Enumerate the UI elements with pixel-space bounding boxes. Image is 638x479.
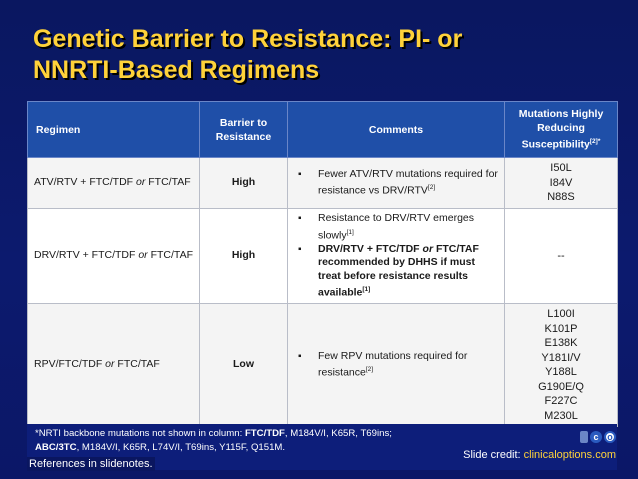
regimen-cell: ATV/RTV + FTC/TDF or FTC/TAF: [27, 157, 200, 209]
mutation-item: L100I: [547, 308, 575, 320]
header-regimen: Regimen: [27, 101, 200, 158]
footnote-text: , M184V/I, K65R, T69ins;: [284, 428, 392, 439]
title-line-1: Genetic Barrier to Resistance: PI- or: [33, 25, 463, 53]
barrier-cell: High: [199, 157, 288, 209]
mutations-cell: I50L I84V N88S: [504, 157, 618, 209]
footnote-text: , M184V/I, K65R, L74V/I, T69ins, Y115F, …: [76, 442, 286, 453]
regimen-cell: RPV/FTC/TDF or FTC/TAF: [27, 303, 200, 427]
table-row: RPV/FTC/TDF or FTC/TAF Low Few RPV mutat…: [27, 303, 618, 427]
header-mutations-sup: [2]*: [589, 138, 601, 146]
mutation-item: M230L: [544, 409, 578, 422]
regimen-or: or: [136, 176, 146, 189]
regimen-or: or: [105, 358, 115, 371]
mutation-item: N88S: [547, 191, 575, 204]
mutation-item: F227C: [544, 395, 578, 407]
footnote-line-1: *NRTI backbone mutations not shown in co…: [35, 427, 609, 441]
mutation-item: I84V: [549, 176, 573, 189]
mutation-item: G190E/Q: [538, 380, 584, 393]
table-header-row: Regimen Barrier to Resistance Comments M…: [27, 101, 618, 158]
comment-or: or: [422, 242, 434, 255]
comments-cell: Resistance to DRV/RTV emerges slowly[1] …: [287, 208, 505, 304]
comments-cell: Few RPV mutations required for resistanc…: [287, 303, 505, 427]
title-line-2: NNRTI-Based Regimens: [33, 56, 320, 84]
comment-item: Few RPV mutations required for resistanc…: [294, 350, 498, 381]
citation: [1]: [362, 286, 371, 293]
header-mutations: Mutations Highly Reducing Susceptibility…: [504, 101, 618, 158]
mutation-item: K101P: [544, 322, 578, 335]
logo-letter-c: c: [590, 431, 602, 443]
barrier-cell: High: [199, 208, 288, 304]
mutation-item: Y181I/V: [541, 351, 581, 364]
mutation-item: Y188L: [545, 366, 577, 378]
comment-text: DRV/RTV + FTC/TDF: [318, 242, 423, 255]
mutation-item: --: [557, 249, 565, 262]
mutations-cell: --: [504, 208, 618, 304]
regimen-text: FTC/TAF: [145, 176, 191, 189]
references-note: References in slidenotes.: [27, 457, 155, 471]
comment-text: Few RPV mutations required for resistanc…: [318, 349, 468, 379]
citation: [2]: [365, 366, 374, 374]
credit-link[interactable]: clinicaloptions.com: [523, 449, 616, 461]
table-row: DRV/RTV + FTC/TDF or FTC/TAF High Resist…: [27, 208, 618, 304]
regimen-text: ATV/RTV + FTC/TDF: [34, 176, 136, 189]
regimen-text: FTC/TAF: [114, 358, 160, 371]
comment-item: DRV/RTV + FTC/TDF or FTC/TAF recommended…: [294, 243, 498, 301]
regimen-text: DRV/RTV + FTC/TDF: [34, 249, 139, 262]
comments-list: Resistance to DRV/RTV emerges slowly[1] …: [294, 212, 498, 300]
header-mutations-text: Mutations Highly Reducing Susceptibility: [518, 108, 604, 151]
resistance-table: Regimen Barrier to Resistance Comments M…: [27, 101, 618, 427]
regimen-cell: DRV/RTV + FTC/TDF or FTC/TAF: [27, 208, 200, 304]
comment-text: Fewer ATV/RTV mutations required for res…: [318, 167, 498, 197]
regimen-or: or: [138, 249, 148, 262]
footnote-line-2: ABC/3TC, M184V/I, K65R, L74V/I, T69ins, …: [35, 441, 609, 455]
comment-text: FTC/TAF recommended by DHHS if must trea…: [318, 242, 479, 299]
footnote-bold: ABC/3TC: [35, 442, 77, 453]
comment-item: Fewer ATV/RTV mutations required for res…: [294, 168, 498, 199]
citation: [1]: [346, 228, 354, 236]
citation: [2]: [427, 184, 436, 192]
logo-letter-o: o: [604, 431, 616, 443]
header-barrier: Barrier to Resistance: [199, 101, 288, 158]
mutations-cell: L100I K101P E138K Y181I/V Y188L G190E/Q …: [504, 303, 618, 427]
comments-cell: Fewer ATV/RTV mutations required for res…: [287, 157, 505, 209]
table-row: ATV/RTV + FTC/TDF or FTC/TAF High Fewer …: [27, 157, 618, 209]
credit-prefix: Slide credit:: [463, 449, 524, 461]
footnote-text: *NRTI backbone mutations not shown in co…: [35, 428, 245, 439]
comment-text: Resistance to DRV/RTV emerges slowly: [318, 212, 475, 241]
slide-credit: Slide credit: clinicaloptions.com: [463, 449, 616, 461]
header-comments: Comments: [287, 101, 505, 158]
regimen-text: FTC/TAF: [147, 249, 193, 262]
comments-list: Few RPV mutations required for resistanc…: [294, 350, 498, 381]
logo-mark: [580, 431, 588, 443]
mutation-item: E138K: [544, 337, 578, 349]
mutation-item: I50L: [550, 162, 572, 175]
comment-item: Resistance to DRV/RTV emerges slowly[1]: [294, 212, 498, 243]
slide-title: Genetic Barrier to Resistance: PI- or NN…: [33, 24, 623, 86]
regimen-text: RPV/FTC/TDF: [34, 358, 106, 371]
barrier-cell: Low: [199, 303, 288, 427]
clinical-options-logo-icon: c o: [580, 431, 616, 443]
footnote-bold: FTC/TDF: [244, 428, 285, 439]
comments-list: Fewer ATV/RTV mutations required for res…: [294, 168, 498, 199]
